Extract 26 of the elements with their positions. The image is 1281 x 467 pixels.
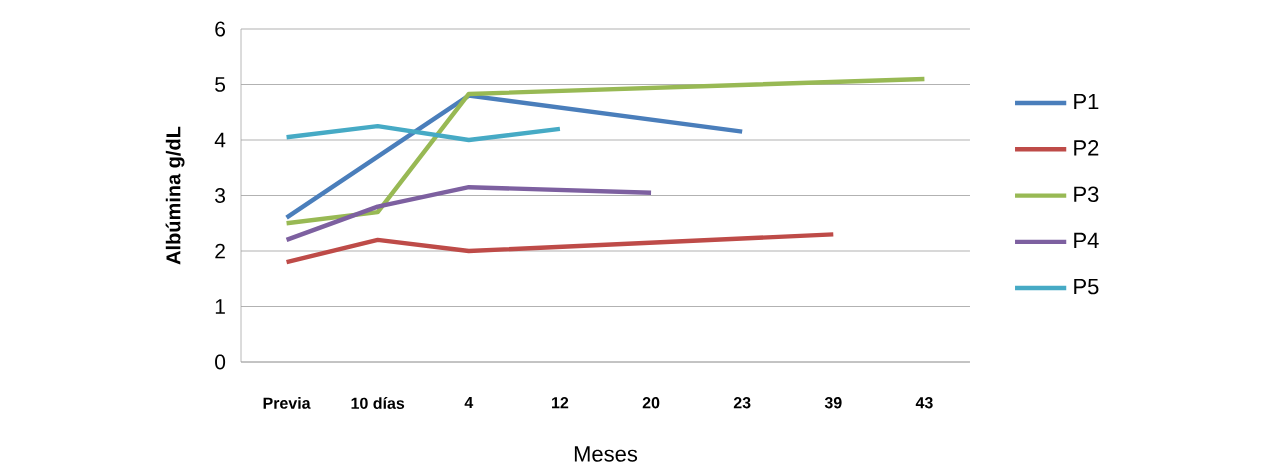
- x-tick-label: 43: [915, 397, 933, 409]
- line-series: [284, 232, 836, 265]
- x-tick-label: 20: [642, 397, 660, 409]
- y-tick-label: 4: [214, 132, 226, 148]
- x-tick-label: 4: [464, 397, 474, 409]
- x-tick-label: 10 días: [351, 397, 405, 409]
- y-tick-label: 6: [215, 21, 226, 37]
- x-tick-label: 23: [733, 397, 751, 409]
- x-axis-title: Meses: [574, 446, 638, 462]
- y-tick-label: 1: [215, 299, 225, 314]
- x-tick-label: Previa: [263, 397, 311, 409]
- y-tick-label: 5: [215, 77, 226, 92]
- x-tick-label: 39: [824, 397, 842, 409]
- x-tick-label: 12: [552, 397, 569, 409]
- legend-label: P1: [1074, 93, 1099, 110]
- legend-label: P4: [1074, 232, 1099, 248]
- legend-label: P5: [1074, 278, 1099, 295]
- y-tick-label: 3: [215, 188, 226, 203]
- legend-label: P3: [1074, 186, 1099, 203]
- y-axis-title: Albúmina g/dL: [165, 126, 185, 265]
- line-series: [284, 76, 927, 226]
- line-series: [284, 123, 563, 143]
- legend-label: P2: [1074, 140, 1099, 156]
- y-tick-label: 2: [215, 243, 225, 259]
- line-series: [284, 184, 654, 243]
- y-tick-label: 0: [215, 354, 226, 370]
